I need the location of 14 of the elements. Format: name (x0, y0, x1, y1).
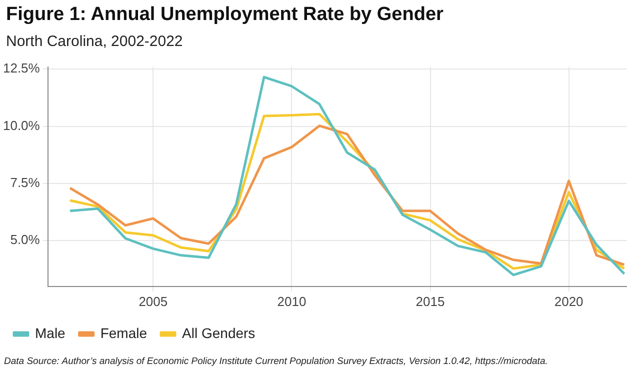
x-tick-label: 2015 (416, 294, 445, 309)
legend-label: All Genders (182, 324, 256, 341)
legend-label: Male (35, 324, 66, 341)
y-tick-label: 10.0% (2, 118, 40, 133)
x-tick-label: 2010 (277, 294, 306, 309)
chart-subtitle: North Carolina, 2002-2022 (6, 33, 183, 50)
source-note: Data Source: Author’s analysis of Economic Policy Institute Current Population Survey Extracts, Version 1.0.42, https://microdata. (4, 356, 548, 367)
chart-title: Figure 1: Annual Unemployment Rate by Gender (6, 4, 444, 26)
legend-label: Female (100, 324, 148, 341)
x-tick-label: 2005 (138, 294, 168, 309)
y-tick-label: 12.5% (2, 60, 40, 76)
y-tick-label: 5.0% (10, 232, 40, 248)
y-tick-label: 7.5% (10, 175, 40, 190)
x-tick-label: 2020 (554, 294, 584, 309)
